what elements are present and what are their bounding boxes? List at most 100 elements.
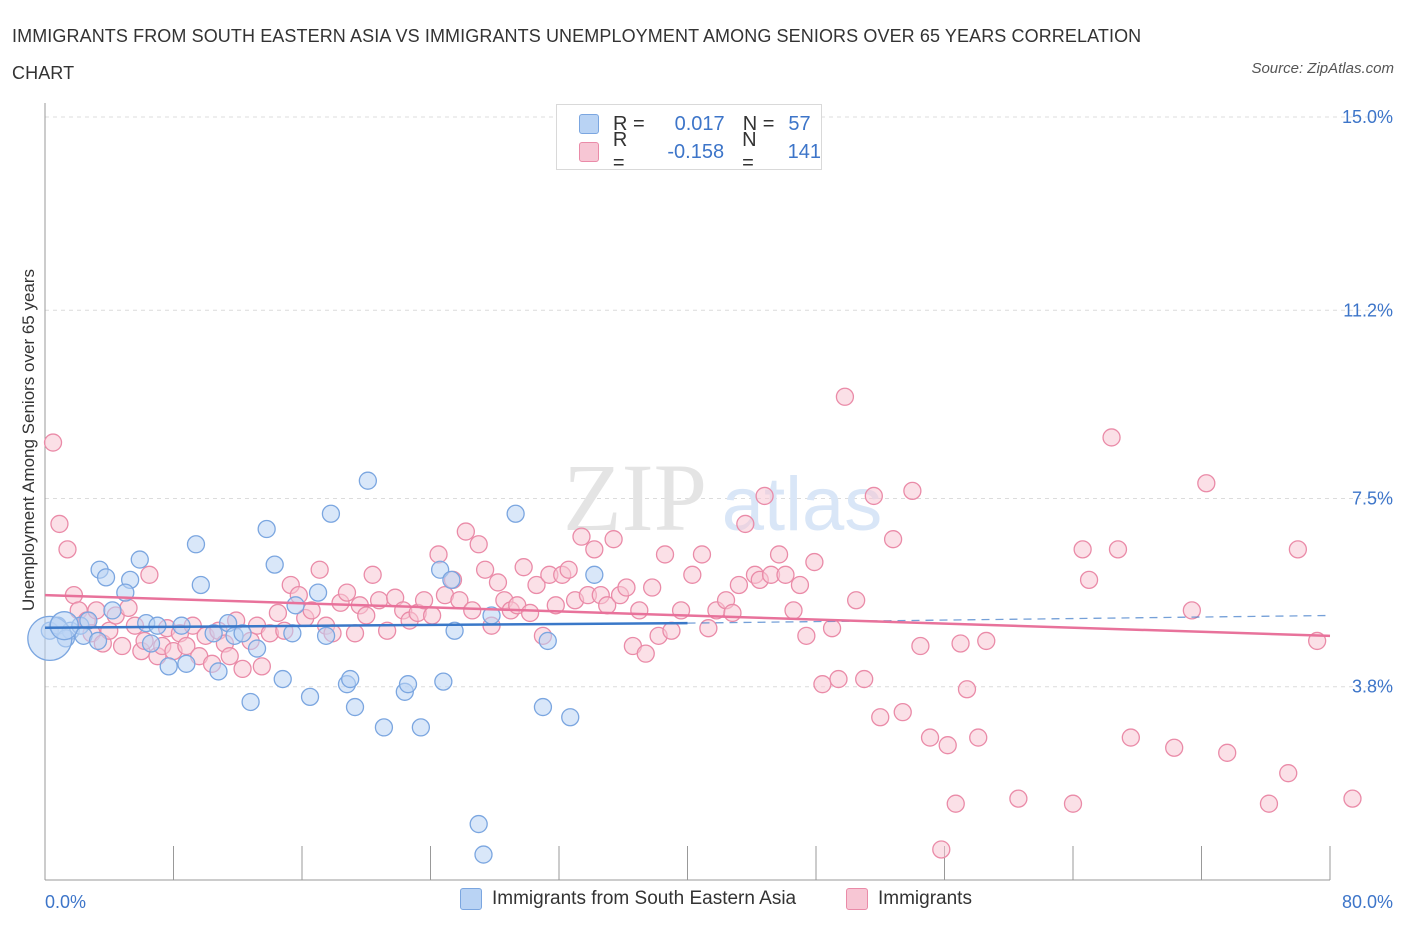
sea-point	[103, 601, 122, 620]
legend-n-value: 57	[788, 112, 811, 135]
immigrants-point	[736, 514, 755, 534]
trend-line-sea	[44, 621, 688, 629]
immigrants-point	[692, 545, 712, 564]
immigrants-point	[977, 631, 996, 651]
sea-point	[209, 662, 228, 681]
trend-lines	[44, 593, 1331, 638]
immigrants-point	[617, 578, 636, 597]
immigrants-point	[932, 840, 951, 859]
immigrants-point	[414, 591, 434, 610]
immigrants-point	[683, 565, 702, 584]
sea-point	[345, 697, 365, 717]
immigrants-point	[871, 708, 890, 727]
immigrants-point	[220, 647, 239, 666]
immigrants-point	[488, 573, 508, 592]
immigrants-point	[855, 669, 874, 689]
immigrants-point	[835, 387, 855, 406]
series-legend-label: Immigrants from South Eastern Asia	[492, 888, 797, 909]
y-axis-label: Unemployment Among Seniors over 65 years	[19, 268, 38, 612]
legend-n-label: N =	[742, 129, 757, 174]
immigrants-point	[604, 530, 623, 549]
immigrants-point	[1073, 540, 1092, 559]
sea-point	[257, 519, 276, 539]
immigrants-point	[946, 794, 965, 813]
immigrants-point	[797, 626, 816, 645]
legend-r-label: R =	[612, 129, 628, 174]
sea-point	[186, 535, 206, 554]
immigrants-point	[755, 486, 774, 506]
sea-point	[191, 575, 210, 595]
immigrants-point	[429, 545, 448, 564]
y-tick-label: 7.5%	[1352, 489, 1393, 509]
chart-title: IMMIGRANTS FROM SOUTH EASTERN ASIA VS IM…	[12, 26, 1142, 83]
sea-point	[398, 675, 418, 694]
series-legend: Immigrants from South Eastern Asia Immig…	[0, 888, 1406, 918]
sea-point	[321, 504, 341, 523]
legend-swatch-blue	[579, 114, 599, 134]
y-tick-label: 15.0%	[1342, 107, 1393, 127]
axes	[44, 103, 1331, 881]
legend-r-label: R =	[613, 112, 645, 135]
sea-point	[442, 570, 461, 590]
y-tick-label: 11.2%	[1343, 300, 1393, 320]
immigrants-point	[1063, 794, 1083, 813]
immigrants-point	[43, 433, 63, 452]
immigrants-point	[784, 601, 803, 620]
immigrants-point	[585, 540, 604, 559]
immigrants-point	[475, 560, 495, 579]
immigrants-point	[112, 636, 132, 656]
watermark-atlas: atlas	[722, 462, 883, 547]
legend-row-sea: R = 0.017 N = 57	[579, 111, 811, 137]
sea-point	[204, 624, 223, 643]
x-tick-label-min: 0.0%	[45, 892, 86, 912]
immigrants-point	[50, 514, 69, 534]
immigrants-point	[58, 540, 77, 559]
sea-point	[159, 657, 178, 676]
immigrants-point	[643, 578, 662, 597]
immigrants-point	[805, 552, 824, 572]
sea-point	[538, 631, 557, 651]
x-tick-label-max: 80.0%	[1342, 892, 1393, 912]
immigrants-point	[357, 606, 376, 625]
immigrants-point	[1009, 789, 1028, 808]
immigrants-point	[938, 736, 957, 755]
sea-point	[300, 687, 320, 707]
immigrants-point	[1102, 428, 1121, 447]
sea-point	[411, 718, 431, 737]
trend-line-sea-extension	[687, 614, 1331, 624]
immigrants-point	[310, 560, 329, 579]
immigrants-point	[969, 728, 988, 747]
immigrants-point	[252, 657, 271, 676]
immigrants-point	[790, 575, 810, 595]
series-legend-item-sea[interactable]: Immigrants from South Eastern Asia	[460, 888, 796, 910]
legend-r-value: -0.158	[667, 140, 725, 163]
sea-point	[358, 471, 378, 490]
series-legend-item-immigrants[interactable]: Immigrants	[846, 888, 972, 910]
immigrants-point	[951, 634, 970, 653]
sea-point	[286, 596, 305, 615]
immigrants-point	[776, 565, 795, 584]
legend-n-label: N =	[742, 112, 775, 135]
immigrants-point	[233, 659, 252, 679]
immigrants-point	[655, 545, 675, 564]
sea-point	[561, 708, 580, 727]
sea-point	[474, 845, 493, 864]
immigrants-point	[1218, 743, 1237, 762]
immigrants-point	[527, 575, 546, 595]
sea-point	[434, 672, 453, 691]
immigrants-point	[559, 560, 578, 579]
immigrants-point	[1182, 601, 1202, 620]
series-sea	[27, 118, 649, 864]
sea-point	[273, 669, 292, 689]
immigrants-point	[957, 680, 977, 699]
legend-swatch-pink	[579, 142, 599, 162]
immigrants-point	[883, 530, 903, 549]
immigrants-point	[469, 535, 488, 554]
immigrants-point	[723, 603, 742, 623]
immigrants-point	[520, 603, 540, 623]
sea-point	[130, 550, 149, 569]
immigrants-point	[119, 598, 138, 618]
immigrants-point	[903, 481, 922, 501]
immigrants-point	[813, 675, 832, 694]
